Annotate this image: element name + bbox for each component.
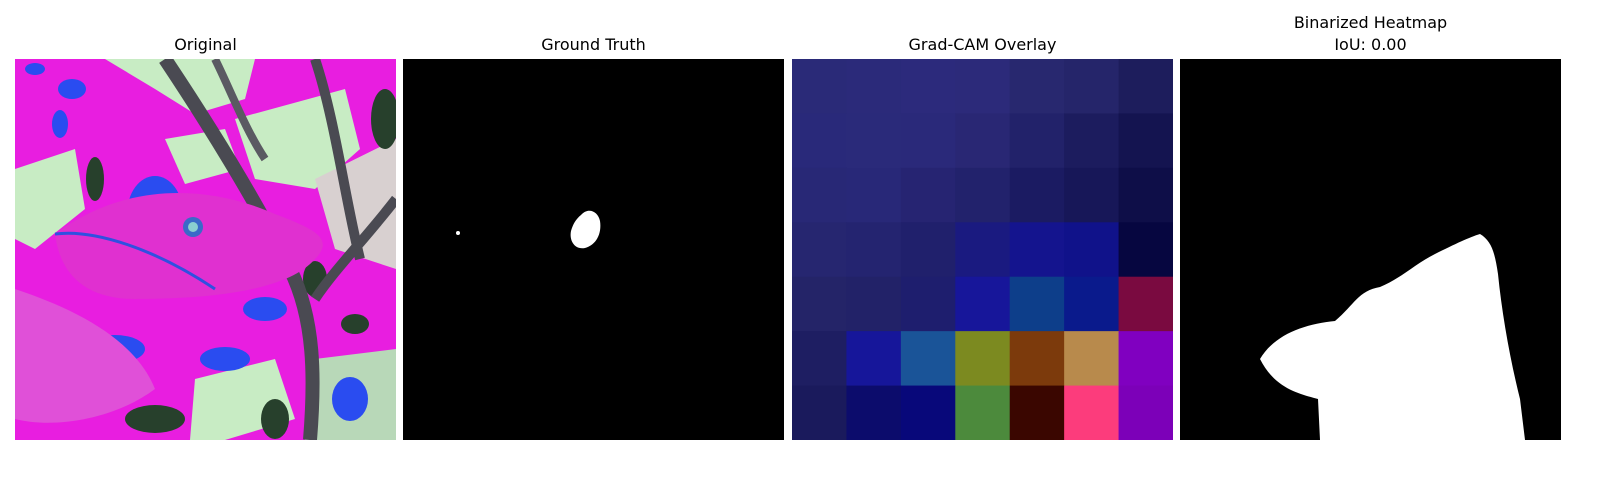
gradcam-cell: [1118, 276, 1173, 332]
original-image: [15, 59, 396, 440]
gradcam-cell: [1118, 222, 1173, 278]
gradcam-cell: [846, 222, 902, 278]
gradcam-cell: [900, 385, 956, 440]
gradcam-cell: [1064, 222, 1120, 278]
gradcam-cell: [792, 385, 847, 440]
panel-title-binarized: Binarized Heatmap: [1293, 13, 1448, 32]
gradcam-cell: [846, 276, 902, 332]
gradcam-cell: [900, 276, 956, 332]
gradcam-cell: [1064, 113, 1120, 169]
gradcam-cell: [792, 276, 847, 332]
gradcam-cell: [846, 331, 902, 387]
gradcam-cell: [955, 276, 1011, 332]
gradcam-cell: [792, 222, 847, 278]
gradcam-cell: [1118, 113, 1173, 169]
gradcam-cell: [955, 222, 1011, 278]
gradcam-cell: [1009, 222, 1065, 278]
gradcam-cell: [792, 113, 847, 169]
gradcam-cell: [1064, 331, 1120, 387]
gradcam-cell: [792, 167, 847, 223]
gradcam-cell: [955, 59, 1011, 114]
gradcam-cell: [1064, 167, 1120, 223]
gradcam-cell: [1009, 167, 1065, 223]
gradcam-cell: [1009, 385, 1065, 440]
gradcam-cell: [792, 59, 847, 114]
panel-title-original: Original: [174, 35, 237, 54]
gradcam-cell: [900, 331, 956, 387]
gradcam-cell: [1064, 59, 1120, 114]
binarized-heatmap: [1180, 59, 1561, 440]
gradcam-cell: [1118, 167, 1173, 223]
gradcam-overlay: [792, 59, 1173, 440]
gradcam-cell: [1064, 385, 1120, 440]
gradcam-cell: [1009, 276, 1065, 332]
gradcam-cell: [900, 113, 956, 169]
iou-label: IoU: 0.00: [1334, 35, 1407, 54]
ground-truth-mask: [403, 59, 784, 440]
binarized-region: [1260, 234, 1525, 440]
gradcam-cell: [900, 59, 956, 114]
gradcam-cell: [900, 167, 956, 223]
gradcam-cell: [846, 167, 902, 223]
gradcam-cell: [792, 331, 847, 387]
gradcam-cell: [1118, 331, 1173, 387]
gradcam-cell: [900, 222, 956, 278]
gradcam-cell: [955, 331, 1011, 387]
gt-blob: [570, 210, 601, 249]
gradcam-cell: [1118, 59, 1173, 114]
gradcam-cell: [1009, 59, 1065, 114]
panel-title-gradcam: Grad-CAM Overlay: [908, 35, 1057, 54]
gt-speck: [456, 231, 460, 235]
gradcam-cell: [1118, 385, 1173, 440]
gradcam-cell: [955, 385, 1011, 440]
gradcam-cell: [955, 113, 1011, 169]
gradcam-cell: [1064, 276, 1120, 332]
gradcam-cell: [1009, 113, 1065, 169]
gradcam-cell: [846, 59, 902, 114]
gradcam-cell: [955, 167, 1011, 223]
panel-title-ground-truth: Ground Truth: [541, 35, 646, 54]
gradcam-cell: [846, 113, 902, 169]
gradcam-cell: [1009, 331, 1065, 387]
gradcam-cell: [846, 385, 902, 440]
